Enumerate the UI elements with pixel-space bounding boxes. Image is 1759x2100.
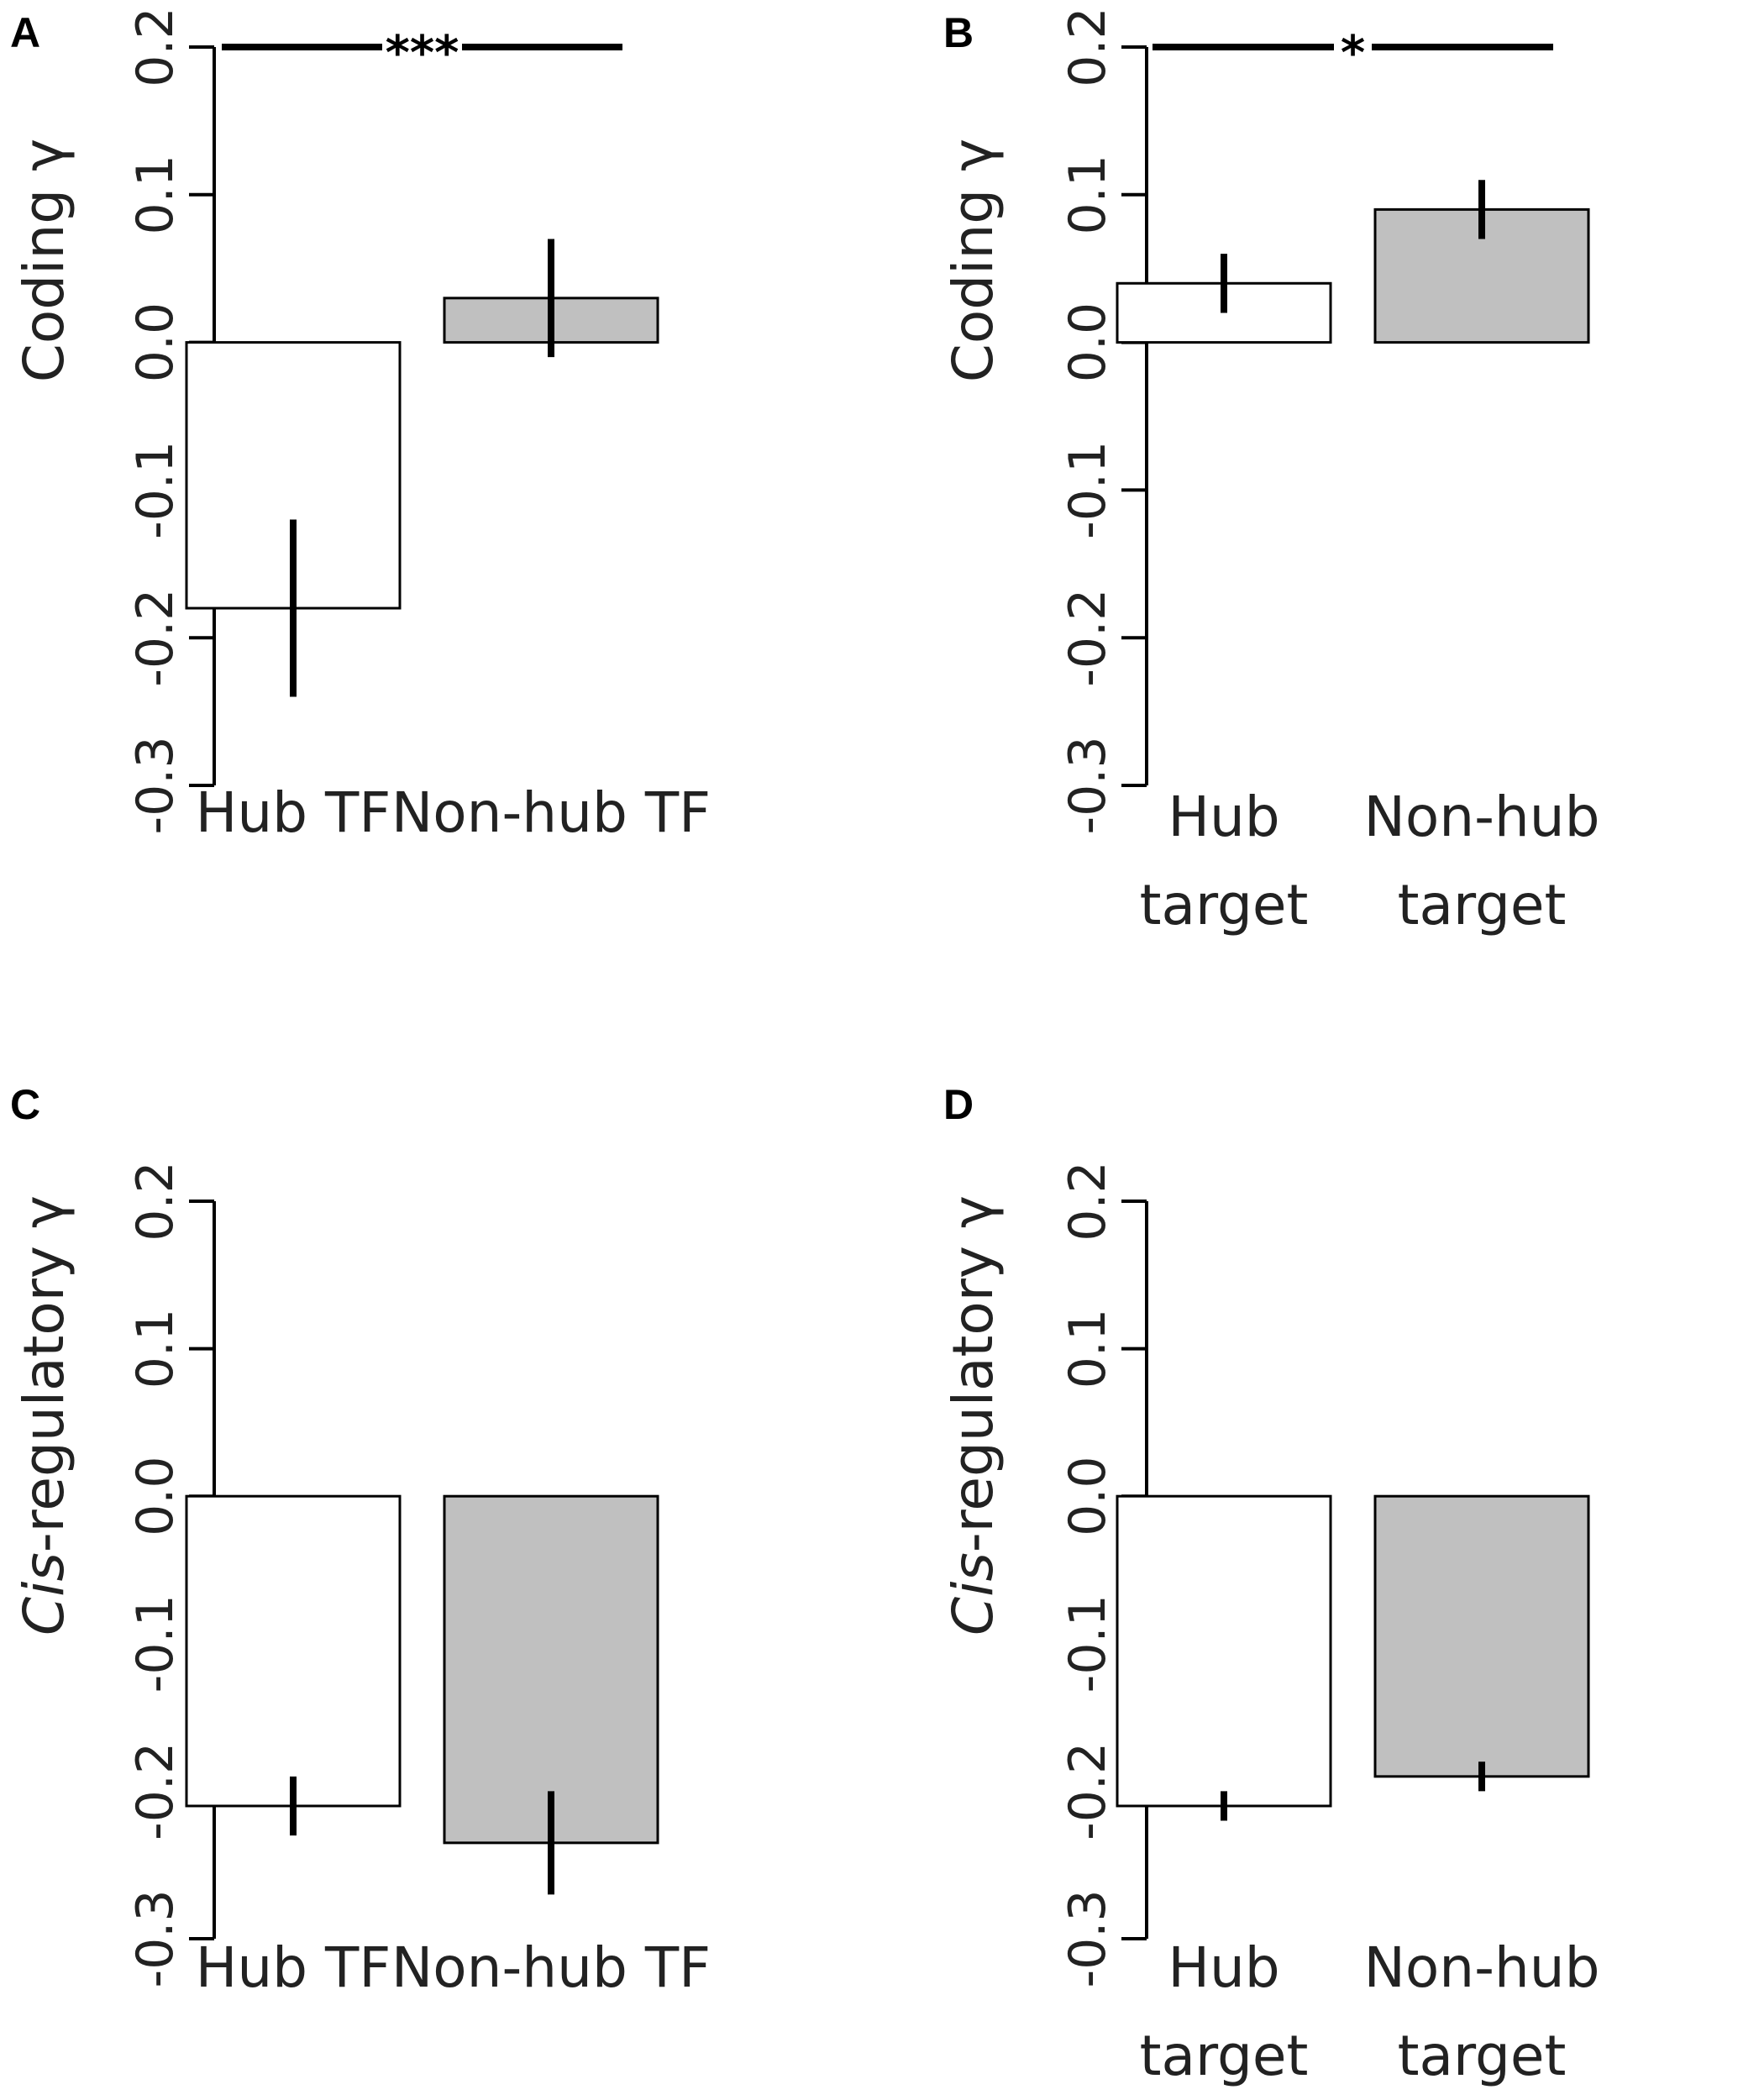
panel-d-y-tick-label: 0.2	[1058, 1161, 1117, 1241]
panel-b-y-tick-label: -0.1	[1058, 441, 1117, 539]
panel-a-x-labels: Hub TF Non-hub TF	[196, 780, 711, 845]
panel-a-significance: ***	[222, 26, 622, 81]
panel-d-label: D	[943, 1081, 974, 1128]
panel-b-bars	[1116, 207, 1590, 344]
panel-c-y-tick-label: 0.0	[126, 1456, 185, 1536]
panel-d-x-tick-label: Non-hub	[1364, 1935, 1600, 2000]
panel-c: C -0.3 -0.2 -0.1 0.0 0.1 0.2 Cis-regulatory γ…	[10, 1081, 711, 2000]
panel-a-y-axis-label: Coding γ	[12, 139, 76, 382]
panel-a-significance-label: ***	[386, 26, 459, 81]
panel-a-error-bars	[290, 239, 554, 697]
panel-c-bar	[185, 1494, 402, 1808]
panel-a-y-tick-label: 0.0	[126, 302, 185, 382]
panel-d: D -0.3 -0.2 -0.1 0.0 0.1 0.2 Cis-regulatory γ…	[941, 1081, 1599, 2088]
panel-d-y-tick-label: 0.1	[1058, 1309, 1117, 1389]
panel-d-bars	[1116, 1494, 1590, 1808]
panel-b: B -0.3 -0.2 -0.1 0.0 0.1 0.2 Coding γ * Hub ta…	[941, 7, 1599, 937]
panel-b-axis: -0.3 -0.2 -0.1 0.0 0.1 0.2	[1058, 7, 1148, 835]
panel-c-y-tick-label: -0.2	[126, 1742, 185, 1840]
panel-d-x-labels: Hub target Non-hub target	[1140, 1935, 1600, 2088]
panel-b-y-tick-label: -0.2	[1058, 589, 1117, 687]
panel-c-bars	[185, 1494, 659, 1845]
panel-d-y-label-main: -regulatory γ	[941, 1195, 1006, 1552]
panel-a-y-tick-label: -0.2	[126, 589, 185, 687]
panel-d-y-tick-label: -0.1	[1058, 1594, 1117, 1693]
panel-a-y-tick-label: 0.1	[126, 155, 185, 234]
panel-c-y-tick-label: -0.1	[126, 1594, 185, 1693]
panel-b-error-bars	[1221, 180, 1485, 313]
panel-a-label: A	[10, 9, 40, 56]
panel-d-x-tick-label: Hub	[1168, 1935, 1279, 2000]
panel-b-x-tick-label: Hub	[1168, 785, 1279, 849]
panel-d-x-tick-label: target	[1140, 2024, 1309, 2088]
panel-c-x-tick-label: Hub TF	[196, 1935, 391, 2000]
panel-d-axis: -0.3 -0.2 -0.1 0.0 0.1 0.2	[1058, 1161, 1148, 1988]
panel-d-bar	[1373, 1494, 1590, 1778]
panel-a-y-tick-label: -0.3	[126, 736, 185, 834]
panel-b-y-axis-label: Coding γ	[941, 139, 1006, 382]
panel-b-y-tick-label: 0.1	[1058, 155, 1117, 234]
panel-c-y-tick-label: -0.3	[126, 1889, 185, 1987]
panel-d-y-tick-label: 0.0	[1058, 1456, 1117, 1536]
panel-c-error-bars	[290, 1776, 554, 1895]
panel-c-axis: -0.3 -0.2 -0.1 0.0 0.1 0.2	[126, 1161, 216, 1988]
panel-c-x-labels: Hub TF Non-hub TF	[196, 1935, 711, 2000]
panel-a-x-tick-label: Non-hub TF	[391, 780, 711, 845]
panel-d-x-tick-label: target	[1398, 2024, 1567, 2088]
panel-b-y-label-main: Coding γ	[941, 139, 1006, 382]
panel-b-x-tick-label: target	[1398, 873, 1567, 937]
panel-a-y-label-main: Coding γ	[12, 139, 76, 382]
panel-a-axis: -0.3 -0.2 -0.1 0.0 0.1 0.2	[126, 7, 216, 835]
panel-d-error-bars	[1221, 1761, 1485, 1821]
panel-a-x-tick-label: Hub TF	[196, 780, 391, 845]
panel-b-x-tick-label: Non-hub	[1364, 785, 1600, 849]
panel-d-y-tick-label: -0.2	[1058, 1742, 1117, 1840]
panel-b-x-labels: Hub target Non-hub target	[1140, 785, 1600, 937]
panel-c-y-tick-label: 0.1	[126, 1309, 185, 1389]
panel-b-label: B	[943, 9, 974, 56]
panel-b-y-tick-label: 0.0	[1058, 302, 1117, 382]
panel-b-y-tick-label: -0.3	[1058, 736, 1117, 834]
panel-c-label: C	[10, 1081, 40, 1128]
panel-b-significance: *	[1153, 26, 1553, 81]
panel-c-x-tick-label: Non-hub TF	[391, 1935, 711, 2000]
panel-b-y-tick-label: 0.2	[1058, 7, 1117, 87]
panel-c-y-axis-label: Cis-regulatory γ	[12, 1195, 76, 1635]
panel-a-y-tick-label: 0.2	[126, 7, 185, 87]
panel-a-bars	[185, 297, 659, 610]
panel-c-y-tick-label: 0.2	[126, 1161, 185, 1241]
panel-d-y-axis-label: Cis-regulatory γ	[941, 1195, 1006, 1635]
panel-a-y-tick-label: -0.1	[126, 441, 185, 539]
panel-a: A -0.3 -0.2 -0.1 0.0 0.1 0.2 Coding γ *** Hub…	[10, 7, 711, 845]
panel-d-y-tick-label: -0.3	[1058, 1889, 1117, 1987]
panel-d-bar	[1116, 1494, 1332, 1808]
panel-d-y-label-prefix: Cis	[941, 1552, 1006, 1635]
panel-c-bar	[443, 1494, 659, 1845]
panel-c-y-label-main: -regulatory γ	[12, 1195, 76, 1552]
panel-b-x-tick-label: target	[1140, 873, 1309, 937]
panel-b-significance-label: *	[1341, 26, 1365, 81]
panel-c-y-label-prefix: Cis	[12, 1552, 76, 1635]
